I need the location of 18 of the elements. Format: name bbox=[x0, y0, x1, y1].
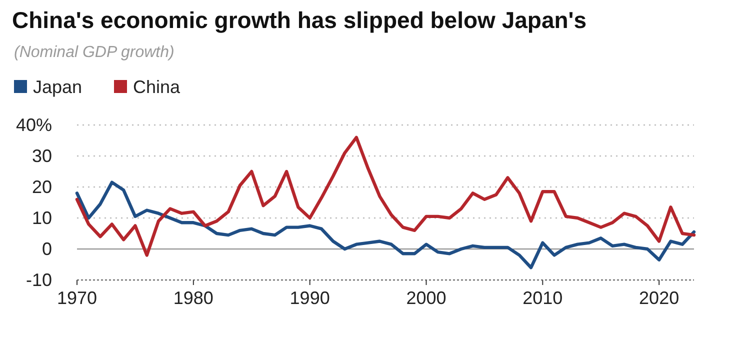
x-tick-label: 2000 bbox=[406, 288, 446, 308]
x-tick-label: 1990 bbox=[290, 288, 330, 308]
y-tick-label: 10 bbox=[32, 208, 52, 228]
y-tick-label: 0 bbox=[42, 239, 52, 259]
chart-title: China's economic growth has slipped below Japan's bbox=[12, 7, 587, 33]
y-tick-label: -10 bbox=[26, 270, 52, 290]
x-tick-label: 2020 bbox=[639, 288, 680, 308]
y-tick-label: 20 bbox=[32, 177, 52, 197]
x-tick-label: 1970 bbox=[56, 288, 98, 308]
line-series bbox=[75, 136, 696, 257]
legend-label: Japan bbox=[33, 77, 82, 97]
x-tick-label: 2010 bbox=[522, 288, 563, 308]
chart-subtitle: (Nominal GDP growth) bbox=[14, 44, 174, 61]
line-series bbox=[75, 180, 696, 270]
y-tick-label: 30 bbox=[32, 146, 52, 166]
x-tick-label: 1980 bbox=[173, 288, 214, 308]
legend-label: China bbox=[133, 77, 182, 97]
y-tick-label: 40% bbox=[16, 115, 52, 135]
